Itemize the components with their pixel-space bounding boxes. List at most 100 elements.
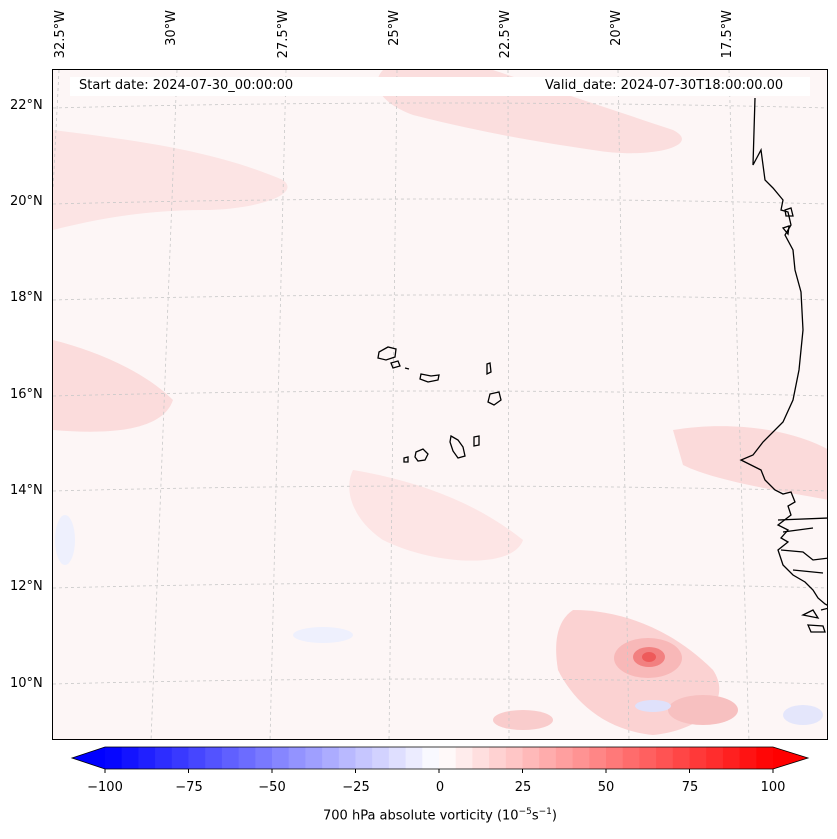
gridline-lon-27-5 (269, 70, 287, 739)
positive-vorticity-patch-left (53, 340, 173, 432)
gridline-lat-22 (53, 102, 827, 109)
santo-antao (377, 346, 397, 361)
lat-label-12n: 12°N (10, 579, 43, 594)
lon-label-20w: 20°W (609, 10, 624, 46)
boa-vista (487, 391, 502, 406)
sao-nicolau (419, 373, 440, 383)
colorbar-segment (238, 747, 256, 769)
gridline-lon-20 (617, 70, 630, 739)
colorbar-segment (689, 747, 707, 769)
colorbar-segment (255, 747, 273, 769)
lat-label-22n: 22°N (10, 98, 43, 113)
colorbar-label-suffix: ) (551, 808, 557, 824)
colorbar-segment (439, 747, 457, 769)
colorbar-segment (706, 747, 724, 769)
header-strip (70, 77, 810, 96)
lon-label-22-5w: 22.5°W (498, 10, 513, 59)
positive-vorticity-core-center (642, 652, 656, 662)
lon-label-17-5w: 17.5°W (720, 10, 735, 59)
colorbar-segment (388, 747, 407, 769)
colorbar-tick-neg75: −75 (175, 780, 203, 795)
maio (473, 435, 480, 447)
colorbar-tick-50: 50 (597, 780, 615, 795)
colorbar-label-exponent-2: −1 (538, 807, 552, 817)
lon-label-25w: 25°W (387, 10, 402, 46)
colorbar-segment (489, 747, 507, 769)
colorbar-segment (338, 747, 356, 769)
bijagos-islands (801, 607, 827, 633)
positive-vorticity-patch-se (668, 695, 738, 725)
negative-vorticity-patch-2 (783, 705, 823, 725)
gridline-lat-14 (53, 485, 827, 492)
lat-label-16n: 16°N (10, 387, 43, 402)
colorbar-tick-neg100: −100 (87, 780, 123, 795)
colorbar-segment (422, 747, 440, 769)
gridline-lat-10 (53, 678, 827, 685)
positive-vorticity-band-west (53, 130, 288, 230)
colorbar-extend-max (773, 747, 808, 769)
colorbar-segment (555, 747, 574, 769)
gridline-lat-18 (53, 294, 827, 301)
colorbar-segment (288, 747, 306, 769)
colorbar (70, 746, 810, 773)
colorbar-segment (355, 747, 373, 769)
colorbar-segment (455, 747, 473, 769)
guinea-bissau-coast (780, 549, 827, 574)
colorbar-segment (138, 747, 156, 769)
negative-vorticity-patch-4 (55, 515, 75, 565)
lon-label-30w: 30°W (164, 10, 179, 46)
lon-label-32-5w: 32.5°W (53, 10, 68, 59)
colorbar-segment (105, 747, 123, 769)
colorbar-extend-min (72, 747, 105, 769)
brava (403, 456, 409, 463)
colorbar-segment (155, 747, 173, 769)
positive-vorticity-patch-center (349, 470, 523, 561)
vorticity-field (53, 70, 827, 735)
colorbar-segment (756, 747, 774, 769)
colorbar-segment (405, 747, 423, 769)
gridline-lon-32-5 (53, 70, 60, 191)
santa-luzia (404, 367, 410, 370)
colorbar-tick-neg50: −50 (258, 780, 286, 795)
lat-label-20n: 20°N (10, 194, 43, 209)
colorbar-segment (539, 747, 557, 769)
colorbar-label-exponent-1: −5 (518, 807, 532, 817)
banc-arguin-islands (781, 207, 794, 236)
colorbar-segment (205, 747, 223, 769)
start-date-text: Start date: 2024-07-30_00:00:00 (79, 78, 294, 93)
colorbar-tick-neg25: −25 (342, 780, 370, 795)
negative-vorticity-patch-3 (293, 627, 353, 643)
colorbar-segment (372, 747, 390, 769)
colorbar-segment (572, 747, 590, 769)
colorbar-segment (121, 747, 139, 769)
sao-vicente (390, 360, 401, 369)
positive-vorticity-patch-east (673, 426, 827, 500)
west-africa-coast (739, 97, 827, 606)
lat-label-14n: 14°N (10, 483, 43, 498)
colorbar-label-unit: s (531, 808, 539, 824)
lon-label-27-5w: 27.5°W (276, 10, 291, 59)
colorbar-segment (672, 747, 690, 769)
colorbar-label: 700 hPa absolute vorticity (10−5s−1) (323, 807, 557, 823)
coastline (739, 97, 827, 633)
colorbar-segments (72, 747, 808, 769)
fogo (414, 448, 429, 462)
colorbar-segment (305, 747, 323, 769)
gambia-estuary (777, 517, 827, 533)
colorbar-segment (272, 747, 290, 769)
colorbar-segment (589, 747, 607, 769)
colorbar-segment (472, 747, 490, 769)
santiago (449, 434, 466, 459)
colorbar-tick-0: 0 (435, 780, 445, 795)
lat-label-10n: 10°N (10, 676, 43, 691)
colorbar-segment (505, 747, 523, 769)
gridline-lon-25 (388, 70, 398, 739)
graticule (53, 70, 827, 739)
colorbar-segment (188, 747, 206, 769)
colorbar-tick-25: 25 (514, 780, 532, 795)
colorbar-tick-75: 75 (681, 780, 699, 795)
colorbar-segment (739, 747, 757, 769)
vorticity-map (53, 70, 827, 739)
colorbar-segment (322, 747, 340, 769)
colorbar-segment (221, 747, 240, 769)
